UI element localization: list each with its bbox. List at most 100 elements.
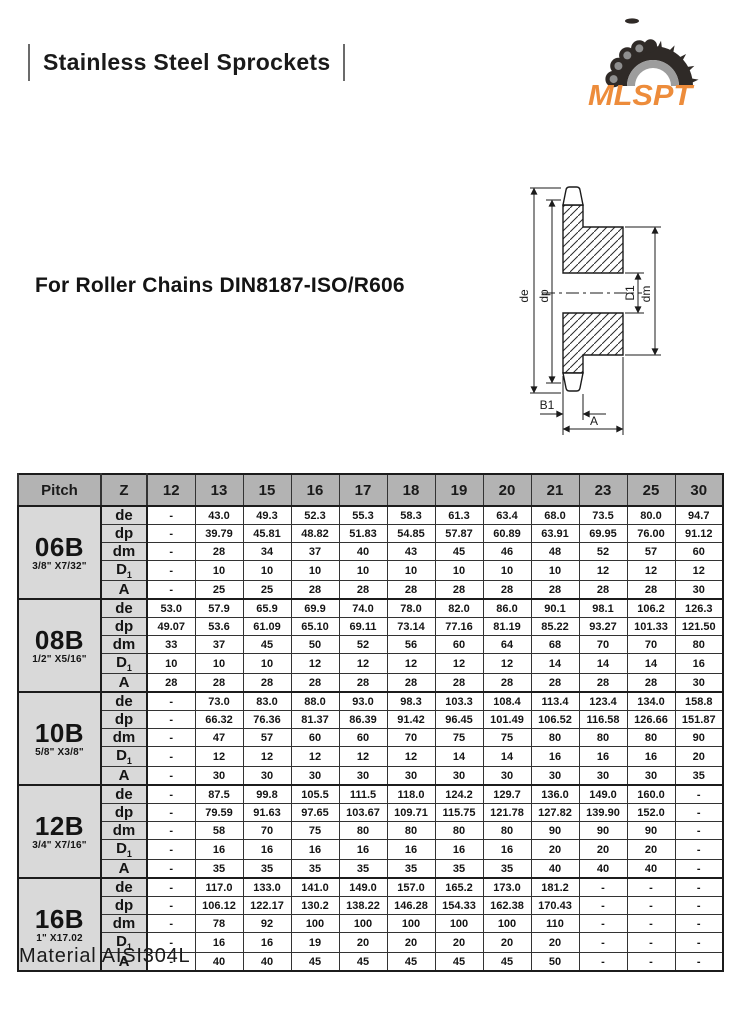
value-cell: - bbox=[674, 877, 724, 897]
value-cell: 20 bbox=[626, 839, 676, 860]
value-cell: 60.89 bbox=[482, 524, 532, 543]
pitch-cell: 06B 3/8" X7/32" bbox=[17, 505, 102, 600]
value-cell: 80 bbox=[386, 821, 436, 840]
value-cell: 126.66 bbox=[626, 710, 676, 729]
value-cell: 151.87 bbox=[674, 710, 724, 729]
pitch-code: 16B bbox=[34, 903, 85, 934]
value-cell: 101.49 bbox=[482, 710, 532, 729]
value-cell: 82.0 bbox=[434, 598, 484, 618]
value-cell: - bbox=[146, 839, 196, 860]
value-cell: 118.0 bbox=[386, 784, 436, 804]
pitch-cell: 12B 3/4" X7/16" bbox=[17, 784, 102, 879]
material-note: Material AISI304L bbox=[19, 945, 191, 967]
dimension-label-cell: de bbox=[100, 598, 148, 618]
value-cell: 81.19 bbox=[482, 617, 532, 636]
value-cell: - bbox=[626, 952, 676, 972]
table-row: D1-10 10 10 10 10 10 10 10 12 12 12 bbox=[18, 560, 724, 581]
dimension-label-cell: A bbox=[100, 952, 148, 972]
dimension-label-cell: dp bbox=[100, 896, 148, 915]
value-cell: 160.0 bbox=[626, 784, 676, 804]
value-cell: 79.59 bbox=[194, 803, 244, 822]
value-cell: 30 bbox=[338, 766, 388, 786]
dimension-label-cell: D1 bbox=[100, 560, 148, 581]
title-right-bar bbox=[343, 44, 346, 81]
value-cell: 111.5 bbox=[338, 784, 388, 804]
value-cell: - bbox=[146, 728, 196, 747]
dimension-label-cell: D1 bbox=[100, 839, 148, 860]
value-cell: 65.10 bbox=[290, 617, 340, 636]
value-cell: 80 bbox=[482, 821, 532, 840]
value-cell: 66.32 bbox=[194, 710, 244, 729]
value-cell: 55.3 bbox=[338, 505, 388, 525]
dim-label-a: A bbox=[590, 414, 598, 428]
value-cell: 49.07 bbox=[146, 617, 196, 636]
value-cell: 83.0 bbox=[242, 691, 292, 711]
dimension-label-cell: dp bbox=[100, 803, 148, 822]
value-cell: 49.3 bbox=[242, 505, 292, 525]
dimension-label-cell: de bbox=[100, 691, 148, 711]
value-cell: 141.0 bbox=[290, 877, 340, 897]
value-cell: 80 bbox=[338, 821, 388, 840]
value-cell: 45 bbox=[434, 952, 484, 972]
value-cell: - bbox=[146, 821, 196, 840]
value-cell: 10 bbox=[434, 560, 484, 581]
table-row: dm 33 37 45 50 52 56 60 64 68 70 70 80 bbox=[18, 635, 724, 654]
value-cell: - bbox=[674, 803, 724, 822]
table-row: dp -66.32 76.36 81.37 86.39 91.42 96.45 101.49 1… bbox=[18, 710, 724, 729]
value-cell: 68.0 bbox=[530, 505, 580, 525]
value-cell: 16 bbox=[242, 932, 292, 953]
teeth-count-header: 13 bbox=[194, 473, 244, 507]
value-cell: 68 bbox=[530, 635, 580, 654]
value-cell: 25 bbox=[194, 580, 244, 600]
table-row: dm -78 92 100 100 100 100 100 110- - - bbox=[18, 914, 724, 933]
value-cell: - bbox=[146, 580, 196, 600]
teeth-count-header: 21 bbox=[530, 473, 580, 507]
dimension-label-cell: de bbox=[100, 505, 148, 525]
table-row: D1-12 12 12 12 12 14 14 16 16 16 20 bbox=[18, 746, 724, 767]
dimension-label-cell: dm bbox=[100, 821, 148, 840]
value-cell: 70 bbox=[386, 728, 436, 747]
value-cell: - bbox=[578, 932, 628, 953]
value-cell: - bbox=[146, 877, 196, 897]
value-cell: 100 bbox=[434, 914, 484, 933]
value-cell: 100 bbox=[482, 914, 532, 933]
value-cell: 50 bbox=[290, 635, 340, 654]
value-cell: 14 bbox=[626, 653, 676, 674]
value-cell: 14 bbox=[530, 653, 580, 674]
value-cell: 90 bbox=[674, 728, 724, 747]
value-cell: 173.0 bbox=[482, 877, 532, 897]
value-cell: 91.12 bbox=[674, 524, 724, 543]
value-cell: 16 bbox=[194, 839, 244, 860]
table-row: A -40 40 45 45 45 45 45 50- - - bbox=[18, 952, 724, 972]
table-row: 06B 3/8" X7/32" de -43.0 49.3 52.3 55.3 58.3 61.… bbox=[17, 505, 724, 600]
dimension-label-cell: dp bbox=[100, 524, 148, 543]
value-cell: - bbox=[146, 896, 196, 915]
value-cell: 81.37 bbox=[290, 710, 340, 729]
value-cell: 28 bbox=[626, 580, 676, 600]
value-cell: 126.3 bbox=[674, 598, 724, 618]
value-cell: 80 bbox=[434, 821, 484, 840]
value-cell: 90 bbox=[578, 821, 628, 840]
pitch-size: 1" X17.02 bbox=[36, 932, 83, 944]
table-row: dm -47 57 60 60 70 75 75 80 80 80 90 bbox=[18, 728, 724, 747]
dim-label-dp: dp bbox=[537, 289, 551, 303]
table-row: D1-16 16 16 16 16 16 16 20 20 20- bbox=[18, 839, 724, 860]
value-cell: 12 bbox=[674, 560, 724, 581]
value-cell: 16 bbox=[578, 746, 628, 767]
value-cell: 25 bbox=[242, 580, 292, 600]
value-cell: 10 bbox=[290, 560, 340, 581]
dim-label-b1: B1 bbox=[540, 398, 555, 412]
value-cell: 121.78 bbox=[482, 803, 532, 822]
value-cell: 14 bbox=[578, 653, 628, 674]
table-row: dp -39.79 45.81 48.82 51.83 54.85 57.87 60.89 63… bbox=[18, 524, 724, 543]
table-row: A -35 35 35 35 35 35 35 40 40 40- bbox=[18, 859, 724, 879]
value-cell: 28 bbox=[290, 673, 340, 693]
value-cell: 52.3 bbox=[290, 505, 340, 525]
value-cell: - bbox=[674, 859, 724, 879]
table-row: dp -79.59 91.63 97.65 103.67 109.71 115.75 121.… bbox=[18, 803, 724, 822]
sprocket-upper-body bbox=[562, 204, 624, 274]
value-cell: 70 bbox=[626, 635, 676, 654]
value-cell: 28 bbox=[386, 580, 436, 600]
value-cell: 53.6 bbox=[194, 617, 244, 636]
value-cell: 65.9 bbox=[242, 598, 292, 618]
